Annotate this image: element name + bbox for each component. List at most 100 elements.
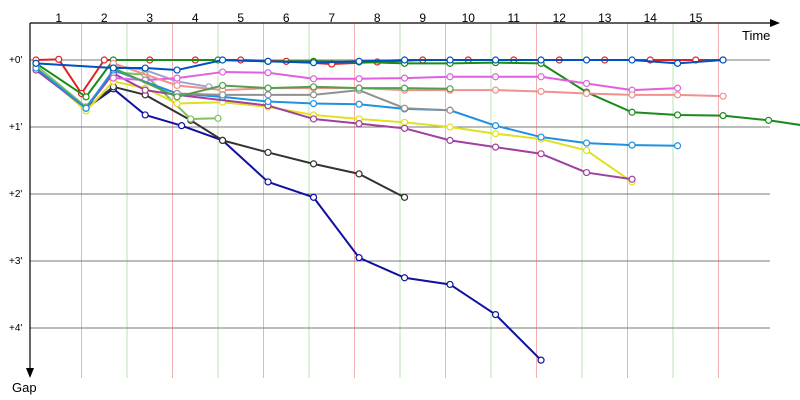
- series-point: [173, 66, 181, 74]
- series-point: [173, 99, 181, 108]
- x-tick-label: 7: [328, 11, 335, 25]
- series-point: [446, 280, 454, 289]
- x-tick-label: 6: [283, 11, 290, 25]
- series-point: [309, 59, 318, 67]
- series-line: [113, 62, 724, 98]
- x-tick-label: 12: [553, 11, 567, 25]
- x-tick-label: 3: [146, 11, 153, 25]
- x-tick-label: 14: [644, 11, 658, 25]
- series-point: [173, 74, 181, 82]
- series-point: [491, 130, 500, 138]
- series-point: [537, 87, 545, 96]
- x-tick-label: 8: [374, 11, 381, 25]
- series-point: [355, 120, 363, 128]
- series-point: [446, 73, 454, 81]
- series-point: [355, 57, 363, 65]
- series-point: [109, 74, 117, 82]
- series-point: [187, 115, 195, 123]
- series-point: [400, 118, 409, 126]
- series-point: [582, 79, 591, 88]
- y-axis-arrow: [26, 368, 34, 378]
- series-point: [582, 89, 591, 98]
- series-point: [446, 106, 454, 114]
- series-point: [141, 64, 149, 72]
- series-point: [178, 122, 186, 130]
- series-point: [491, 86, 500, 94]
- series: [32, 63, 545, 364]
- x-tick-labels: 1 2 3 4 5 6 7 8 9 10 11 12 13 14 15: [55, 11, 702, 25]
- y-tick-label: +3': [9, 256, 22, 267]
- series-point: [582, 56, 591, 64]
- series-point: [355, 100, 363, 108]
- series-point: [400, 74, 409, 82]
- x-tick-label: 5: [237, 11, 244, 25]
- x-tick-label: 9: [419, 11, 426, 25]
- series-point: [355, 170, 363, 178]
- series-point: [491, 122, 500, 130]
- x-tick-label: 11: [508, 11, 521, 25]
- series-point: [491, 73, 500, 81]
- x-tick-label: 4: [192, 11, 199, 25]
- y-tick-labels: +0' +1' +2' +3' +4': [9, 55, 22, 334]
- series-point: [100, 56, 108, 64]
- series-point: [355, 84, 363, 92]
- series-point: [264, 91, 272, 99]
- series-point: [673, 59, 682, 67]
- y-tick-label: +4': [9, 323, 22, 334]
- x-tick-label: 13: [598, 11, 612, 25]
- series-point: [537, 56, 545, 64]
- series-point: [446, 56, 454, 64]
- series-point: [582, 139, 591, 147]
- series-line: [35, 65, 633, 183]
- series-point: [309, 115, 318, 123]
- series-point: [400, 274, 409, 282]
- x-tick-label: 15: [689, 11, 703, 25]
- series-point: [582, 168, 591, 177]
- series-point: [673, 84, 682, 92]
- x-tick-label: 10: [462, 11, 476, 25]
- series-point: [109, 64, 117, 72]
- series-point: [719, 112, 727, 120]
- series-point: [673, 91, 682, 99]
- series-point: [400, 124, 409, 132]
- series-point: [400, 84, 409, 92]
- series-line: [113, 71, 678, 92]
- series-line: [35, 69, 633, 181]
- series-line: [112, 67, 451, 98]
- series-point: [264, 57, 272, 65]
- x-axis-title: Time: [742, 28, 770, 43]
- series-point: [537, 73, 545, 81]
- series-point: [628, 91, 636, 99]
- series-point: [309, 75, 318, 83]
- series: [32, 56, 727, 74]
- series-point: [355, 75, 363, 83]
- series-line: [35, 59, 724, 72]
- series-point: [628, 141, 636, 149]
- series: [32, 63, 636, 186]
- series-point: [719, 92, 727, 100]
- series-point: [55, 55, 63, 63]
- series-point: [309, 91, 318, 99]
- series-point: [82, 104, 90, 112]
- series-point: [491, 56, 500, 64]
- series-point: [582, 146, 591, 155]
- series-point: [628, 56, 636, 64]
- series-point: [628, 175, 636, 183]
- series-point: [537, 133, 545, 141]
- series-point: [218, 81, 227, 90]
- series-point: [309, 160, 318, 168]
- series-point: [309, 193, 318, 201]
- series-point: [141, 86, 149, 94]
- axes: Time Gap: [12, 19, 780, 395]
- series-point: [400, 56, 409, 64]
- y-tick-label: +0': [9, 55, 22, 66]
- series-point: [141, 111, 149, 119]
- series-point: [218, 91, 227, 99]
- series-point: [309, 99, 318, 108]
- series-point: [537, 150, 545, 158]
- series-point: [264, 97, 272, 106]
- series-point: [719, 56, 727, 64]
- series-point: [355, 254, 363, 262]
